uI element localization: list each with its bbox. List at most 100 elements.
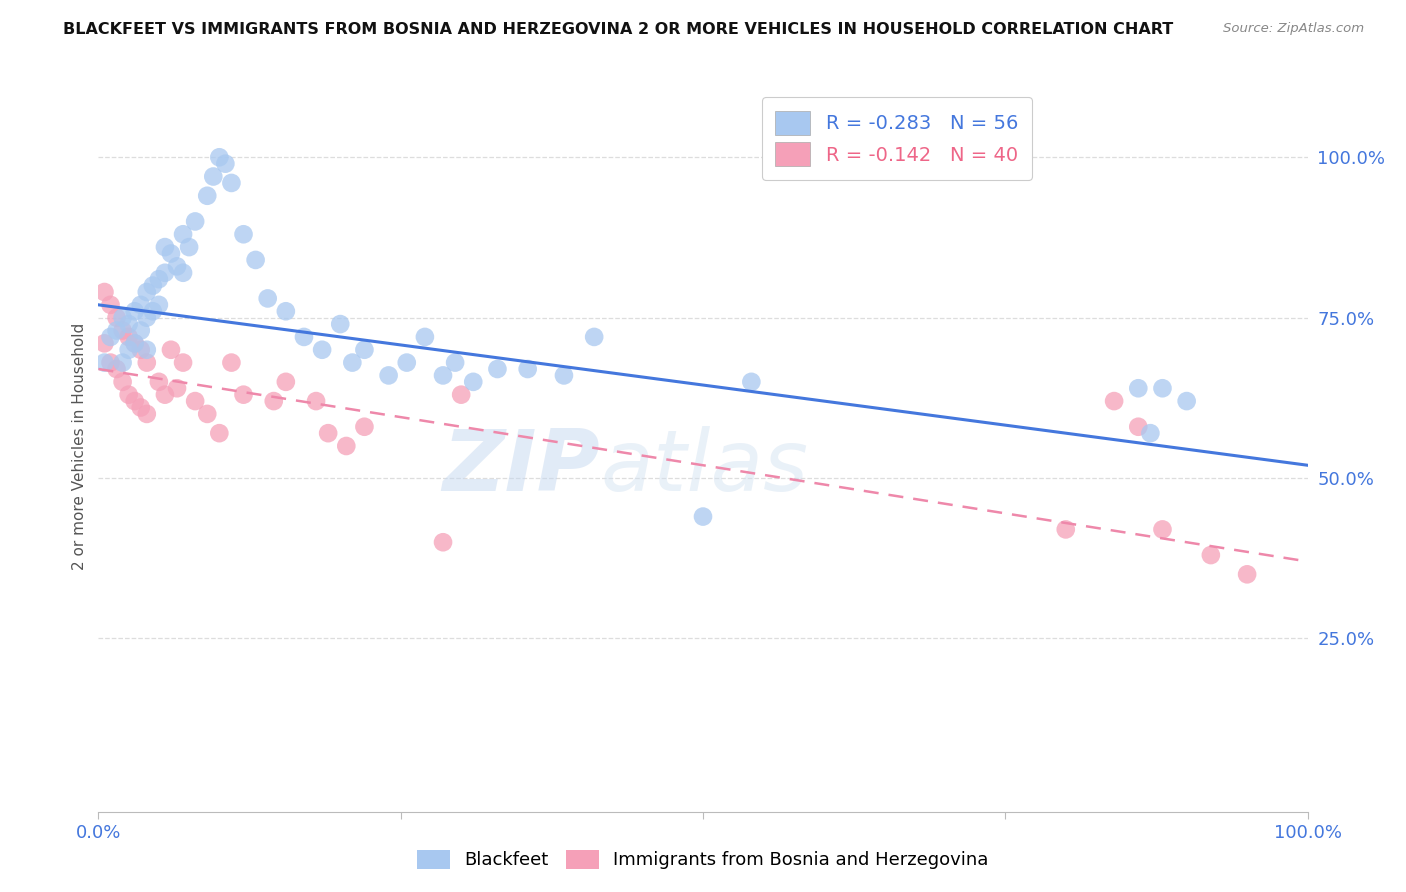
Point bbox=[124, 394, 146, 409]
Legend: R = -0.283   N = 56, R = -0.142   N = 40: R = -0.283 N = 56, R = -0.142 N = 40 bbox=[762, 97, 1032, 180]
Point bbox=[208, 426, 231, 441]
Point bbox=[184, 394, 207, 409]
Point bbox=[335, 439, 357, 453]
Point bbox=[124, 304, 146, 318]
Point bbox=[148, 272, 170, 286]
Point bbox=[583, 330, 606, 344]
Point bbox=[129, 324, 152, 338]
Point bbox=[413, 330, 436, 344]
Point bbox=[135, 285, 157, 299]
Point bbox=[135, 407, 157, 421]
Point bbox=[377, 368, 399, 383]
Point bbox=[1139, 426, 1161, 441]
Point bbox=[135, 355, 157, 369]
Point bbox=[111, 310, 134, 325]
Point bbox=[100, 298, 122, 312]
Point bbox=[208, 150, 231, 164]
Point bbox=[166, 260, 188, 274]
Point bbox=[292, 330, 315, 344]
Point bbox=[274, 304, 297, 318]
Point bbox=[153, 240, 176, 254]
Point bbox=[179, 240, 201, 254]
Point bbox=[305, 394, 328, 409]
Point bbox=[135, 343, 157, 357]
Point bbox=[1128, 419, 1150, 434]
Point bbox=[232, 227, 254, 242]
Point bbox=[245, 252, 267, 267]
Point bbox=[516, 362, 538, 376]
Point bbox=[166, 381, 188, 395]
Point bbox=[316, 426, 339, 441]
Point bbox=[1152, 381, 1174, 395]
Point bbox=[1236, 567, 1258, 582]
Point bbox=[184, 214, 207, 228]
Point bbox=[342, 355, 364, 369]
Point bbox=[329, 317, 352, 331]
Point bbox=[160, 343, 183, 357]
Point bbox=[124, 336, 146, 351]
Point bbox=[1199, 548, 1222, 562]
Point bbox=[1152, 523, 1174, 537]
Point bbox=[1128, 381, 1150, 395]
Point bbox=[256, 292, 278, 306]
Point bbox=[195, 407, 218, 421]
Point bbox=[129, 401, 152, 415]
Point bbox=[129, 298, 152, 312]
Point bbox=[124, 336, 146, 351]
Point bbox=[93, 285, 115, 299]
Point bbox=[274, 375, 297, 389]
Point bbox=[105, 324, 128, 338]
Point bbox=[232, 387, 254, 401]
Point bbox=[93, 336, 115, 351]
Point bbox=[105, 310, 128, 325]
Point bbox=[740, 375, 762, 389]
Point bbox=[432, 368, 454, 383]
Point bbox=[1054, 523, 1077, 537]
Text: atlas: atlas bbox=[600, 426, 808, 509]
Point bbox=[148, 298, 170, 312]
Point bbox=[195, 188, 218, 202]
Point bbox=[135, 310, 157, 325]
Point bbox=[172, 355, 194, 369]
Point bbox=[1175, 394, 1198, 409]
Point bbox=[129, 343, 152, 357]
Legend: Blackfeet, Immigrants from Bosnia and Herzegovina: Blackfeet, Immigrants from Bosnia and He… bbox=[408, 840, 998, 879]
Point bbox=[221, 355, 243, 369]
Point bbox=[692, 509, 714, 524]
Point bbox=[214, 157, 236, 171]
Point bbox=[153, 266, 176, 280]
Point bbox=[395, 355, 418, 369]
Point bbox=[486, 362, 509, 376]
Text: Source: ZipAtlas.com: Source: ZipAtlas.com bbox=[1223, 22, 1364, 36]
Point bbox=[93, 355, 115, 369]
Point bbox=[450, 387, 472, 401]
Point bbox=[118, 343, 141, 357]
Point bbox=[142, 278, 165, 293]
Point bbox=[444, 355, 467, 369]
Point bbox=[202, 169, 225, 184]
Point bbox=[463, 375, 485, 389]
Point bbox=[353, 419, 375, 434]
Point bbox=[111, 375, 134, 389]
Point bbox=[100, 355, 122, 369]
Point bbox=[160, 246, 183, 260]
Y-axis label: 2 or more Vehicles in Household: 2 or more Vehicles in Household bbox=[72, 322, 87, 570]
Point bbox=[142, 304, 165, 318]
Point bbox=[111, 324, 134, 338]
Point bbox=[1102, 394, 1125, 409]
Point bbox=[105, 362, 128, 376]
Point bbox=[118, 317, 141, 331]
Point bbox=[172, 227, 194, 242]
Point bbox=[263, 394, 285, 409]
Point bbox=[353, 343, 375, 357]
Point bbox=[172, 266, 194, 280]
Point bbox=[153, 387, 176, 401]
Point bbox=[100, 330, 122, 344]
Point bbox=[118, 330, 141, 344]
Point bbox=[553, 368, 575, 383]
Text: BLACKFEET VS IMMIGRANTS FROM BOSNIA AND HERZEGOVINA 2 OR MORE VEHICLES IN HOUSEH: BLACKFEET VS IMMIGRANTS FROM BOSNIA AND … bbox=[63, 22, 1174, 37]
Point bbox=[311, 343, 333, 357]
Point bbox=[118, 387, 141, 401]
Text: ZIP: ZIP bbox=[443, 426, 600, 509]
Point bbox=[148, 375, 170, 389]
